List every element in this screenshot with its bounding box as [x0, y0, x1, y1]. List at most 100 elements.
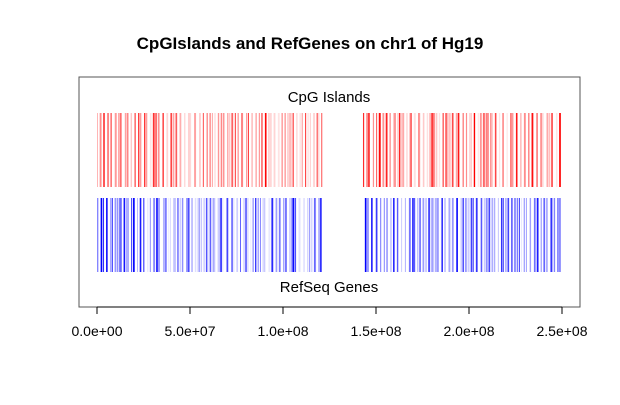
- cpg-island-stripe: [487, 113, 489, 187]
- cpg-island-stripe: [138, 113, 140, 187]
- refseq-gene-stripe: [470, 198, 473, 272]
- cpg-island-stripe: [510, 113, 512, 187]
- cpg-island-stripe: [498, 113, 501, 187]
- cpg-island-stripe: [273, 113, 276, 187]
- refseq-gene-stripe: [487, 198, 489, 272]
- refseq-gene-stripe: [139, 198, 142, 272]
- cpg-island-stripe: [402, 113, 405, 187]
- cpg-island-stripe: [479, 113, 482, 187]
- cpg-island-stripe: [528, 113, 530, 187]
- refseq-gene-stripe: [422, 198, 425, 272]
- refseq-gene-stripe: [396, 198, 399, 272]
- cpg-island-stripe: [222, 113, 224, 187]
- refseq-gene-stripe: [245, 198, 247, 272]
- cpg-island-stripe: [429, 113, 431, 187]
- refseq-gene-stripe: [468, 198, 470, 272]
- refseq-gene-stripe: [179, 198, 182, 272]
- refseq-gene-stripe: [493, 198, 496, 272]
- cpg-island-stripe: [166, 113, 169, 187]
- refseq-gene-stripe: [169, 198, 171, 272]
- refseq-gene-stripe: [114, 198, 116, 272]
- refseq-genes-track: [97, 198, 561, 272]
- cpg-island-stripe: [418, 113, 419, 187]
- cpg-island-stripe: [372, 113, 375, 187]
- refseq-gene-stripe: [156, 198, 158, 272]
- refseq-gene-stripe: [315, 198, 317, 272]
- cpg-island-stripe: [120, 113, 122, 187]
- refseq-gene-stripe: [516, 198, 518, 272]
- refseq-gene-stripe: [408, 198, 411, 272]
- cpg-island-stripe: [130, 113, 133, 187]
- cpg-island-stripe: [284, 113, 286, 187]
- x-tick-label: 1.5e+08: [351, 323, 402, 339]
- refseq-gene-stripe: [263, 198, 266, 272]
- cpg-island-stripe: [540, 113, 542, 187]
- cpg-island-stripe: [426, 113, 429, 187]
- cpg-island-stripe: [264, 113, 267, 187]
- refseq-gene-stripe: [203, 198, 206, 272]
- cpg-island-stripe: [502, 113, 504, 187]
- refseq-gene-stripe: [448, 198, 451, 272]
- cpg-island-stripe: [515, 113, 518, 187]
- cpg-island-stripe: [187, 113, 190, 187]
- cpg-island-stripe: [171, 113, 173, 187]
- refseq-gene-stripe: [500, 198, 503, 272]
- refseq-gene-stripe: [243, 198, 245, 272]
- refseq-gene-stripe: [295, 198, 297, 272]
- refseq-gene-stripe: [298, 198, 301, 272]
- cpg-island-stripe: [227, 113, 228, 187]
- refseq-gene-stripe: [310, 198, 313, 272]
- cpg-island-stripe: [157, 113, 160, 187]
- refseq-gene-stripe: [507, 198, 510, 272]
- cpg-island-stripe: [410, 113, 412, 187]
- refseq-gene-stripe: [268, 198, 271, 272]
- refseq-gene-stripe: [540, 198, 542, 272]
- refseq-gene-stripe: [123, 198, 126, 272]
- cpg-island-stripe: [389, 113, 391, 187]
- refseq-gene-stripe: [292, 198, 295, 272]
- refseq-gene-stripe: [553, 198, 556, 272]
- refseq-gene-stripe: [364, 198, 367, 272]
- cpg-island-stripe: [422, 113, 425, 187]
- cpg-island-stripe: [548, 113, 551, 187]
- refseq-gene-stripe: [307, 198, 308, 272]
- refseq-gene-stripe: [430, 198, 432, 272]
- refseq-gene-stripe: [120, 198, 122, 272]
- refseq-gene-stripe: [412, 198, 414, 272]
- cpg-island-stripe: [393, 113, 395, 187]
- cpg-island-stripe: [144, 113, 146, 187]
- cpg-island-stripe: [155, 113, 157, 187]
- refseq-gene-stripe: [127, 198, 129, 272]
- refseq-gene-stripe: [162, 198, 165, 272]
- cpg-island-stripe: [469, 113, 470, 187]
- cpg-island-stripe: [247, 113, 249, 187]
- cpg-island-stripe: [110, 113, 112, 187]
- refseq-gene-stripe: [550, 198, 553, 272]
- cpg-island-stripe: [555, 113, 558, 187]
- cpg-island-stripe: [194, 113, 197, 187]
- refseq-gene-stripe: [212, 198, 215, 272]
- refseq-gene-stripe: [401, 198, 403, 272]
- cpg-island-stripe: [506, 113, 508, 187]
- refseq-gene-stripe: [383, 198, 385, 272]
- refseq-gene-stripe: [462, 198, 465, 272]
- x-tick-label: 2.0e+08: [444, 323, 495, 339]
- refseq-gene-stripe: [386, 198, 388, 272]
- x-tick-label: 0.0e+00: [72, 323, 123, 339]
- refseq-gene-stripe: [557, 198, 559, 272]
- cpg-island-stripe: [447, 113, 449, 187]
- refseq-gene-stripe: [425, 198, 427, 272]
- cpg-island-stripe: [305, 113, 307, 187]
- refseq-gene-stripe: [436, 198, 439, 272]
- refseq-gene-stripe: [143, 198, 145, 272]
- cpg-island-stripe: [316, 113, 318, 187]
- refseq-gene-stripe: [518, 198, 520, 272]
- cpg-island-stripe: [97, 113, 98, 187]
- refseq-gene-stripe: [247, 198, 249, 272]
- refseq-gene-stripe: [262, 198, 264, 272]
- refseq-gene-stripe: [147, 198, 149, 272]
- cpg-island-stripe: [485, 113, 488, 187]
- cpg-island-stripe: [119, 113, 121, 187]
- chart-title: CpGIslands and RefGenes on chr1 of Hg19: [137, 34, 484, 53]
